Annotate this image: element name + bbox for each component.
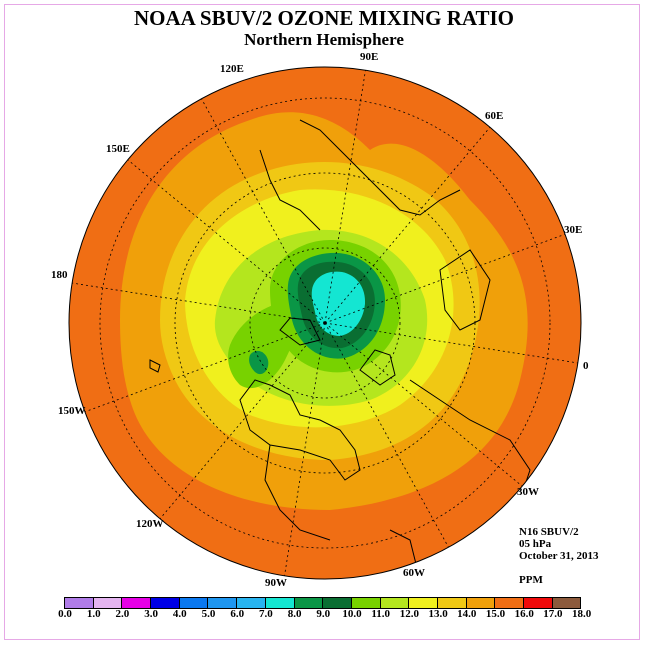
lon-label-120w: 120W [136, 518, 164, 530]
date-label: October 31, 2013 [519, 550, 599, 562]
map-subtitle: Northern Hemisphere [244, 30, 404, 49]
colorbar-swatch [122, 598, 152, 608]
colorbar-swatch [552, 598, 582, 608]
colorbar-swatch [179, 598, 209, 608]
colorbar-tick-label: 5.0 [201, 608, 216, 620]
instrument-label: N16 SBUV/2 [519, 526, 579, 538]
colorbar [64, 597, 582, 609]
lon-label-180: 180 [51, 269, 68, 281]
colorbar-swatch [294, 598, 324, 608]
colorbar-swatch [237, 598, 266, 608]
colorbar-tick-label: 17.0 [543, 608, 563, 620]
colorbar-tick-label: 11.0 [371, 608, 391, 620]
lon-label-150w: 150W [58, 405, 86, 417]
colorbar-tick-label: 10.0 [342, 608, 362, 620]
coastlines [149, 119, 531, 579]
lon-label-120e: 120E [220, 63, 244, 75]
units-label: PPM [519, 574, 543, 586]
lon-label-0: 0 [583, 360, 589, 372]
lon-label-30e: 30E [564, 224, 583, 236]
colorbar-tick-label: 3.0 [144, 608, 158, 620]
colorbar-tick-label: 0.0 [58, 608, 72, 620]
colorbar-tick-label: 9.0 [316, 608, 331, 620]
colorbar-tick-label: 1.0 [86, 608, 101, 620]
colorbar-tick-label: 18.0 [571, 608, 592, 620]
colorbar-swatch [93, 598, 123, 608]
colorbar-tick-label: 14.0 [457, 608, 477, 620]
lon-label-90w: 90W [265, 577, 287, 589]
colorbar-swatch [351, 598, 381, 608]
ozone-band-7-8 [311, 271, 366, 336]
colorbar-swatch [409, 598, 438, 608]
colorbar-swatch [437, 598, 467, 608]
colorbar-tick-label: 2.0 [115, 608, 130, 620]
pressure-level-label: 05 hPa [519, 538, 552, 550]
colorbar-tick-label: 8.0 [287, 608, 302, 620]
lon-label-30w: 30W [517, 486, 539, 498]
colorbar-tick-label: 12.0 [399, 608, 420, 620]
colorbar-swatch [380, 598, 410, 608]
colorbar-tick-label: 13.0 [428, 608, 448, 620]
colorbar-swatch [524, 598, 553, 608]
colorbar-swatch [495, 598, 524, 608]
colorbar-swatch [151, 598, 180, 608]
colorbar-tick-label: 7.0 [259, 608, 273, 620]
map-boundary [68, 66, 582, 580]
lon-label-150e: 150E [106, 143, 130, 155]
colorbar-tick-label: 15.0 [485, 608, 506, 620]
colorbar-swatch [466, 598, 496, 608]
graticule [71, 67, 579, 579]
colorbar-tick-label: 4.0 [172, 608, 187, 620]
lon-label-90e: 90E [360, 51, 379, 63]
lon-label-60w: 60W [403, 567, 425, 579]
lon-label-60e: 60E [485, 110, 504, 122]
map-title: NOAA SBUV/2 OZONE MIXING RATIO [134, 6, 514, 30]
colorbar-swatch [208, 598, 238, 608]
ozone-band-9-10-west [249, 350, 269, 375]
colorbar-tick-label: 16.0 [514, 608, 534, 620]
colorbar-tick-label: 6.0 [230, 608, 245, 620]
colorbar-swatch [265, 598, 295, 608]
colorbar-swatch [323, 598, 352, 608]
colorbar-swatch [65, 598, 94, 608]
